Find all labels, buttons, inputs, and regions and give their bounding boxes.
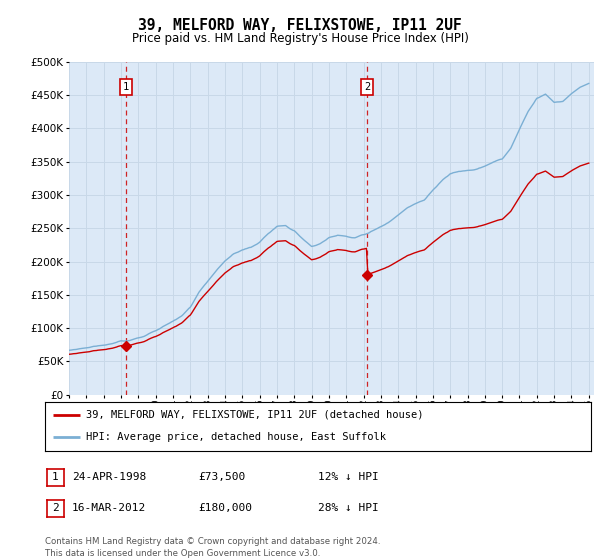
Text: 2: 2 — [52, 503, 59, 514]
Text: 2: 2 — [364, 82, 370, 92]
Text: 16-MAR-2012: 16-MAR-2012 — [72, 503, 146, 514]
Text: 39, MELFORD WAY, FELIXSTOWE, IP11 2UF (detached house): 39, MELFORD WAY, FELIXSTOWE, IP11 2UF (d… — [86, 410, 424, 420]
Text: 39, MELFORD WAY, FELIXSTOWE, IP11 2UF: 39, MELFORD WAY, FELIXSTOWE, IP11 2UF — [138, 18, 462, 32]
Text: Price paid vs. HM Land Registry's House Price Index (HPI): Price paid vs. HM Land Registry's House … — [131, 31, 469, 45]
Text: £73,500: £73,500 — [198, 472, 245, 482]
Text: £180,000: £180,000 — [198, 503, 252, 514]
Text: 1: 1 — [123, 82, 129, 92]
Text: HPI: Average price, detached house, East Suffolk: HPI: Average price, detached house, East… — [86, 432, 386, 442]
Text: 1: 1 — [52, 472, 59, 482]
Text: 12% ↓ HPI: 12% ↓ HPI — [318, 472, 379, 482]
Text: 28% ↓ HPI: 28% ↓ HPI — [318, 503, 379, 514]
Text: Contains HM Land Registry data © Crown copyright and database right 2024.
This d: Contains HM Land Registry data © Crown c… — [45, 537, 380, 558]
Text: 24-APR-1998: 24-APR-1998 — [72, 472, 146, 482]
